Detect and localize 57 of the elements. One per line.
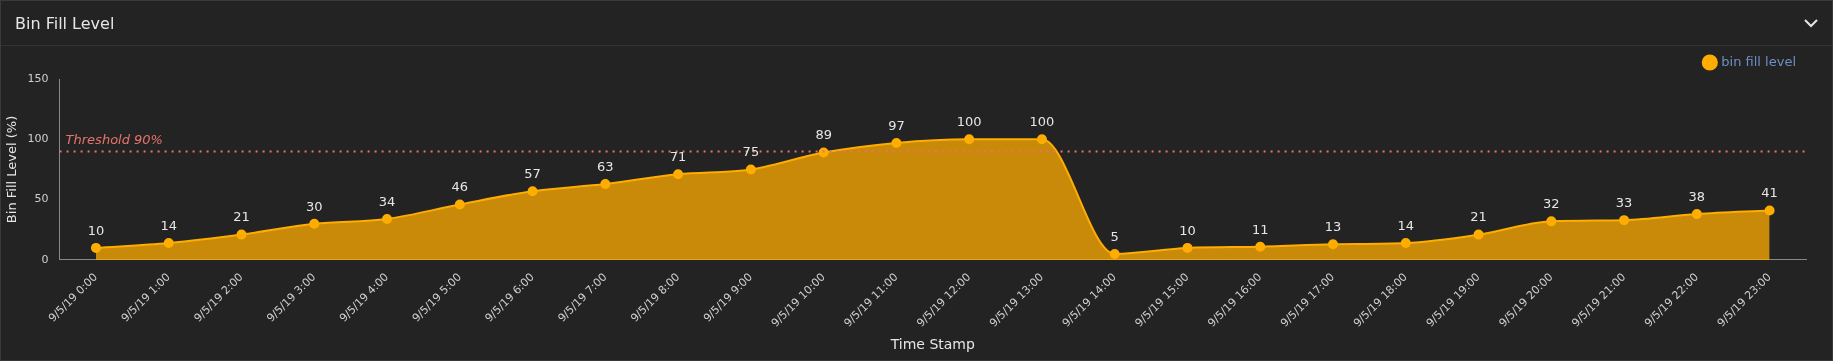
data-label: 38	[1688, 188, 1706, 204]
data-label: 97	[888, 117, 905, 133]
point	[90, 242, 101, 253]
data-label: 33	[1615, 195, 1633, 211]
point	[1328, 239, 1339, 250]
data-label: 100	[1029, 114, 1055, 130]
point	[309, 218, 320, 229]
point	[1691, 209, 1702, 220]
x-axis-title: Time Stamp	[889, 336, 975, 353]
point	[673, 169, 684, 180]
data-label: 71	[669, 149, 687, 165]
ref-line-label: Threshold 90%	[65, 132, 163, 148]
data-label: 75	[742, 144, 760, 160]
data-label: 10	[1179, 222, 1196, 238]
point	[1619, 215, 1630, 226]
point	[1255, 241, 1266, 252]
point	[527, 186, 538, 197]
point	[1182, 242, 1193, 253]
point	[964, 134, 975, 145]
point	[1400, 238, 1411, 249]
legend-label: bin fill level	[1721, 53, 1797, 69]
data-label: 89	[815, 127, 832, 143]
data-label: 14	[160, 217, 178, 233]
data-label: 10	[87, 222, 105, 238]
point	[818, 147, 829, 158]
y-tick-label: 50	[34, 192, 49, 206]
data-label: 21	[233, 209, 250, 225]
chart-title: Bin Fill Level	[15, 13, 115, 33]
data-label: 46	[451, 179, 469, 195]
data-label: 41	[1761, 185, 1778, 201]
point	[1109, 248, 1120, 259]
data-label: 63	[597, 158, 614, 174]
data-label: 34	[378, 193, 396, 209]
data-label: 100	[956, 114, 982, 130]
y-tick-label: 0	[41, 252, 49, 266]
data-label: 5	[1110, 228, 1119, 244]
data-label: 57	[524, 166, 541, 182]
point	[382, 213, 393, 224]
data-label: 30	[306, 198, 323, 214]
y-tick-label: 150	[27, 71, 49, 85]
point	[1036, 134, 1047, 145]
point	[1473, 229, 1484, 240]
point	[745, 164, 756, 175]
point	[163, 238, 174, 249]
data-label: 21	[1470, 209, 1487, 225]
point	[454, 199, 465, 210]
data-label: 32	[1543, 196, 1560, 212]
y-axis-title: Bin Fill Level (%)	[4, 115, 20, 224]
point	[1764, 205, 1775, 216]
data-label: 11	[1251, 221, 1269, 237]
data-label: 14	[1397, 217, 1415, 233]
y-tick-label: 100	[27, 132, 49, 146]
point	[600, 178, 611, 189]
point	[236, 229, 247, 240]
point	[1546, 216, 1557, 227]
data-label: 13	[1324, 219, 1342, 235]
point	[891, 137, 902, 148]
